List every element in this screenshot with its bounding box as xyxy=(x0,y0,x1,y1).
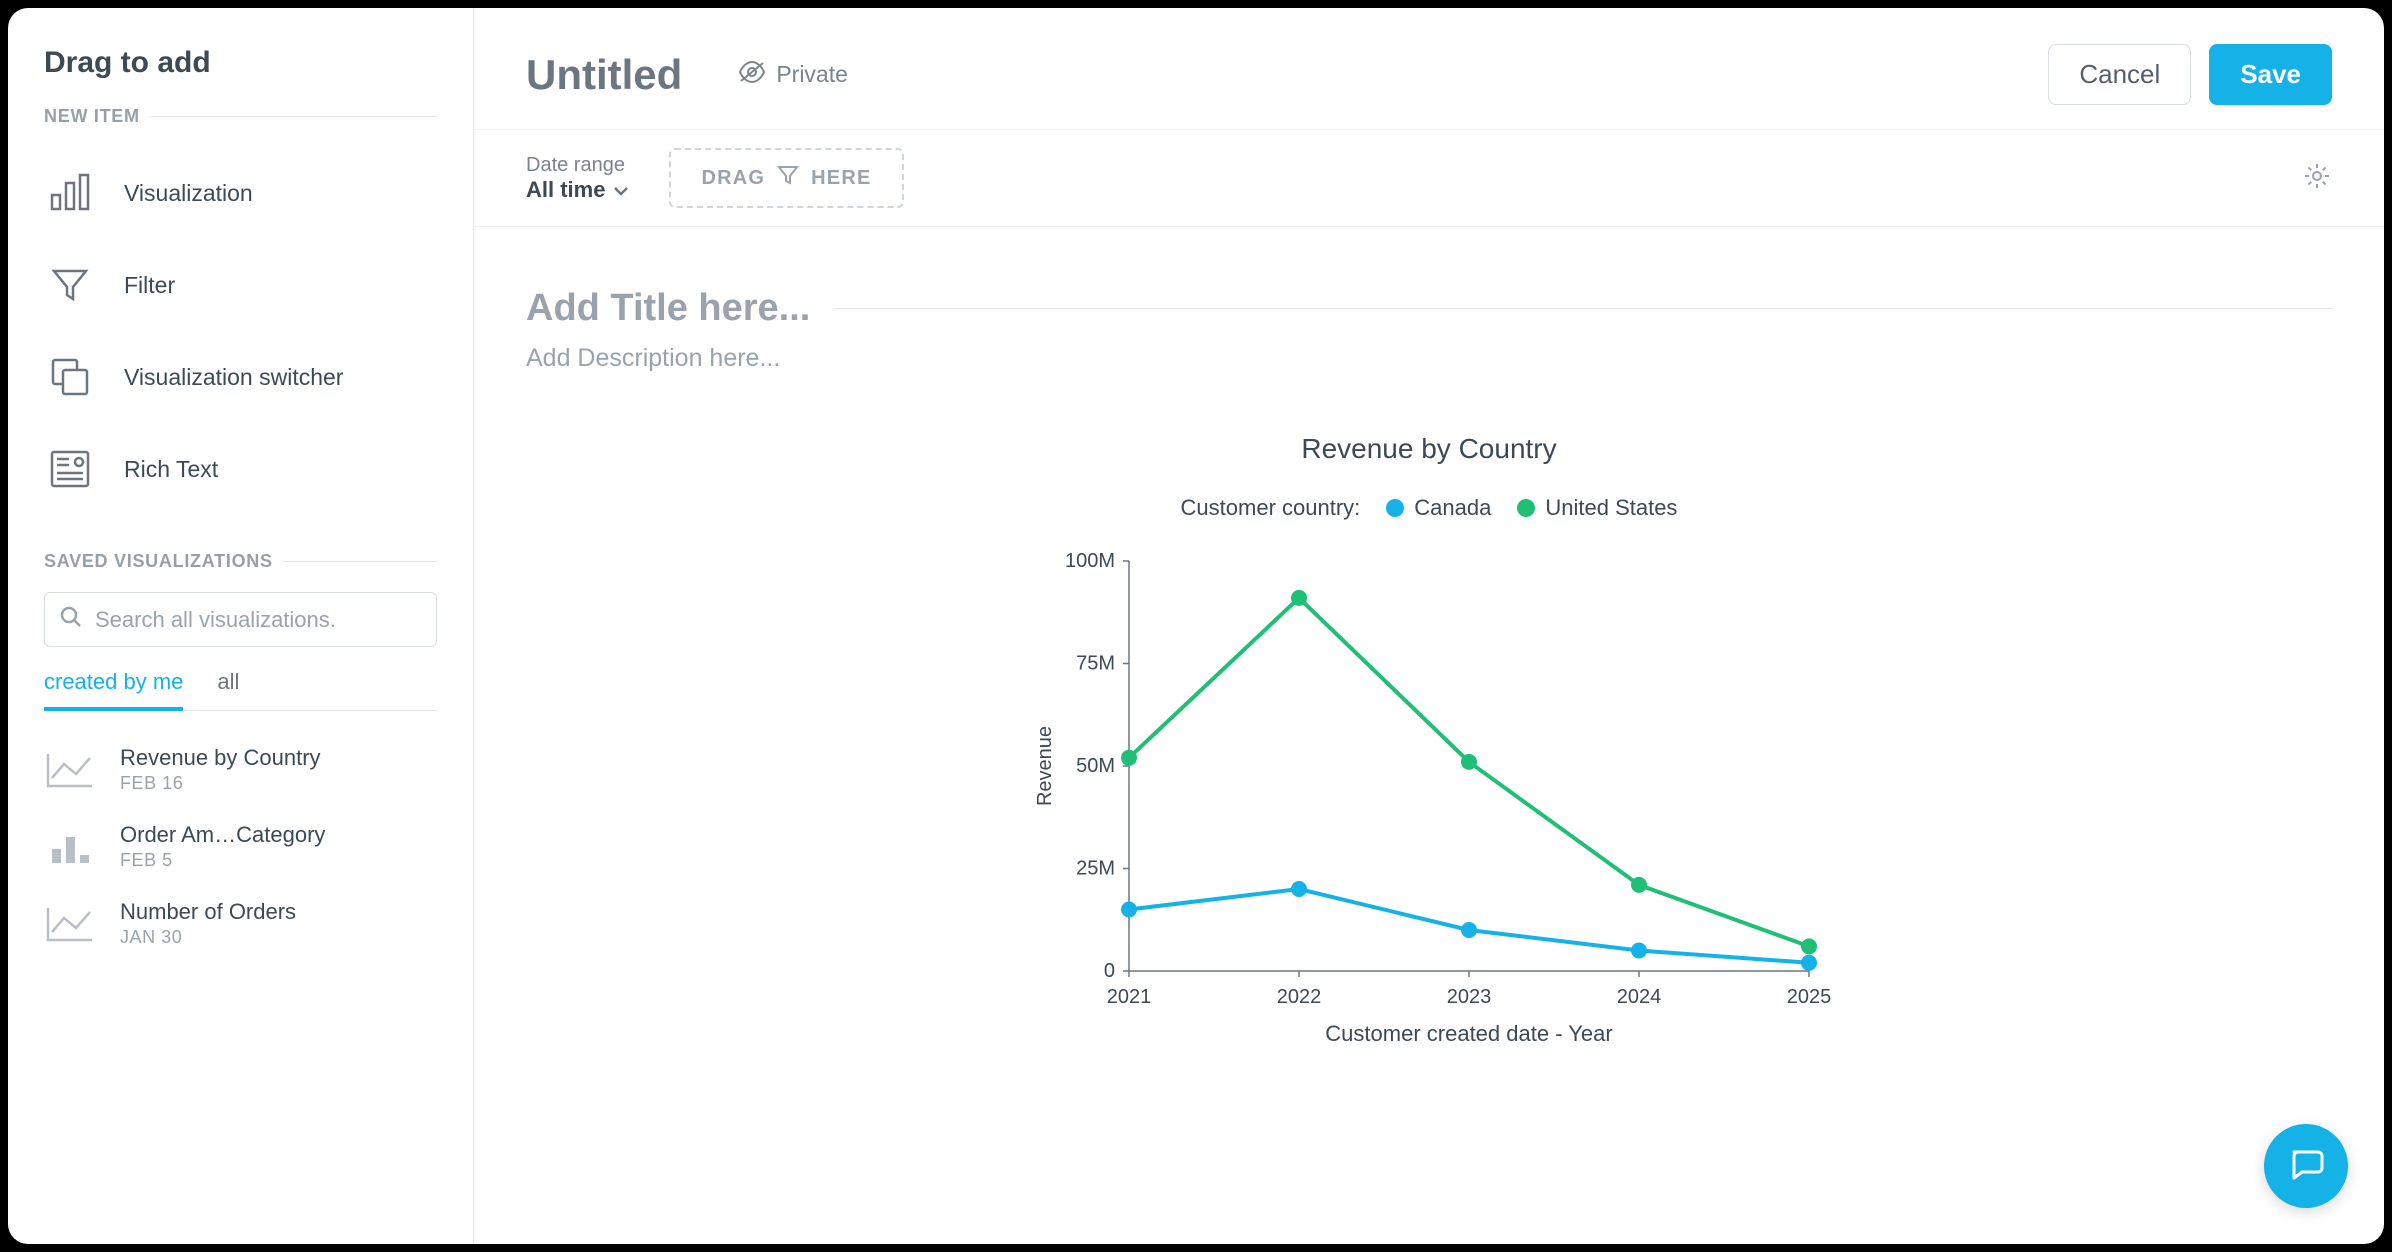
funnel-small-icon xyxy=(777,164,799,192)
saved-viz-title: Number of Orders xyxy=(120,899,437,925)
title-placeholder-row[interactable]: Add Title here... xyxy=(526,287,2332,330)
new-item-label: Rich Text xyxy=(124,456,218,483)
saved-viz-item[interactable]: Number of Orders JAN 30 xyxy=(44,885,437,962)
legend-dot xyxy=(1517,499,1535,517)
svg-text:2025: 2025 xyxy=(1787,986,1832,1008)
legend-item-canada[interactable]: Canada xyxy=(1386,495,1491,521)
title-placeholder: Add Title here... xyxy=(526,287,810,330)
document-title[interactable]: Untitled xyxy=(526,51,682,99)
new-item-viz-switcher[interactable]: Visualization switcher xyxy=(44,331,437,423)
funnel-icon xyxy=(44,263,96,307)
chat-icon xyxy=(2286,1144,2326,1189)
tab-all[interactable]: all xyxy=(217,669,239,711)
saved-viz-list: Revenue by Country FEB 16 Order Am…Categ… xyxy=(44,731,437,962)
svg-text:2022: 2022 xyxy=(1277,986,1322,1008)
legend-item-united-states[interactable]: United States xyxy=(1517,495,1677,521)
date-range-value: All time xyxy=(526,177,629,203)
copy-icon xyxy=(44,355,96,399)
chart-title: Revenue by Country xyxy=(526,433,2332,465)
saved-viz-header: SAVED VISUALIZATIONS xyxy=(44,551,437,572)
chart-legend: Customer country: Canada United States xyxy=(526,495,2332,521)
cancel-button[interactable]: Cancel xyxy=(2048,44,2191,105)
privacy-label: Private xyxy=(776,61,848,88)
search-input[interactable] xyxy=(95,607,422,633)
new-item-header: NEW ITEM xyxy=(44,106,437,127)
saved-viz-title: Revenue by Country xyxy=(120,745,437,771)
new-item-label: Filter xyxy=(124,272,175,299)
line-chart-icon xyxy=(44,904,96,944)
new-item-list: Visualization Filter Visualization switc… xyxy=(44,147,437,515)
legend-label: Customer country: xyxy=(1181,495,1361,521)
legend-series-name: United States xyxy=(1545,495,1677,521)
save-button[interactable]: Save xyxy=(2209,44,2332,105)
saved-viz-date: FEB 5 xyxy=(120,850,437,871)
privacy-toggle[interactable]: Private xyxy=(738,61,848,89)
svg-text:0: 0 xyxy=(1104,960,1115,982)
search-input-wrap[interactable] xyxy=(44,592,437,647)
legend-series-name: Canada xyxy=(1414,495,1491,521)
new-item-visualization[interactable]: Visualization xyxy=(44,147,437,239)
saved-viz-tabs: created by me all xyxy=(44,669,437,711)
help-chat-button[interactable] xyxy=(2264,1124,2348,1208)
svg-text:2021: 2021 xyxy=(1107,986,1152,1008)
date-range-label: Date range xyxy=(526,154,629,177)
svg-text:Revenue: Revenue xyxy=(1034,726,1056,806)
svg-text:25M: 25M xyxy=(1076,858,1115,880)
search-icon xyxy=(59,605,83,634)
date-range-control[interactable]: Date range All time xyxy=(526,154,629,203)
line-chart: 0 25M 50M 75M 100M 2021 2022 2023 2024 2025 Revenu… xyxy=(1019,541,1839,1061)
svg-text:Customer created date - Year: Customer created date - Year xyxy=(1325,1021,1612,1046)
rich-text-icon xyxy=(44,447,96,491)
saved-viz-item[interactable]: Revenue by Country FEB 16 xyxy=(44,731,437,808)
new-item-filter[interactable]: Filter xyxy=(44,239,437,331)
description-placeholder[interactable]: Add Description here... xyxy=(526,344,2332,373)
legend-dot xyxy=(1386,499,1404,517)
new-item-label: Visualization xyxy=(124,180,253,207)
dashboard-canvas: Add Title here... Add Description here..… xyxy=(474,227,2384,1244)
header-bar: Untitled Private Cancel Save xyxy=(474,8,2384,130)
sidebar-title: Drag to add xyxy=(44,46,437,80)
saved-viz-item[interactable]: Order Am…Category FEB 5 xyxy=(44,808,437,885)
saved-viz-date: FEB 16 xyxy=(120,773,437,794)
svg-text:50M: 50M xyxy=(1076,755,1115,777)
filter-bar: Date range All time DRAG HERE xyxy=(474,130,2384,227)
saved-visualizations-section: SAVED VISUALIZATIONS created by me all xyxy=(44,551,437,962)
gear-icon xyxy=(2302,178,2332,195)
saved-viz-date: JAN 30 xyxy=(120,927,437,948)
filter-drop-target[interactable]: DRAG HERE xyxy=(669,148,903,208)
sidebar: Drag to add NEW ITEM Visualization xyxy=(8,8,474,1244)
svg-text:2023: 2023 xyxy=(1447,986,1492,1008)
line-chart-icon xyxy=(44,750,96,790)
bar-chart-small-icon xyxy=(44,827,96,867)
svg-text:100M: 100M xyxy=(1065,550,1115,572)
chart-block: Revenue by Country Customer country: Can… xyxy=(526,433,2332,1061)
chevron-down-icon xyxy=(613,177,629,203)
chart-svg-wrap: 0 25M 50M 75M 100M 2021 2022 2023 2024 2025 Revenu… xyxy=(526,541,2332,1061)
new-item-rich-text[interactable]: Rich Text xyxy=(44,423,437,515)
eye-off-icon xyxy=(738,61,766,89)
new-item-label: Visualization switcher xyxy=(124,364,343,391)
main-panel: Untitled Private Cancel Save Date range xyxy=(474,8,2384,1244)
app-frame: Drag to add NEW ITEM Visualization xyxy=(8,8,2384,1244)
svg-text:75M: 75M xyxy=(1076,653,1115,675)
tab-created-by-me[interactable]: created by me xyxy=(44,669,183,711)
svg-text:2024: 2024 xyxy=(1617,986,1662,1008)
bar-chart-icon xyxy=(44,171,96,215)
saved-viz-title: Order Am…Category xyxy=(120,822,437,848)
settings-button[interactable] xyxy=(2302,161,2332,196)
